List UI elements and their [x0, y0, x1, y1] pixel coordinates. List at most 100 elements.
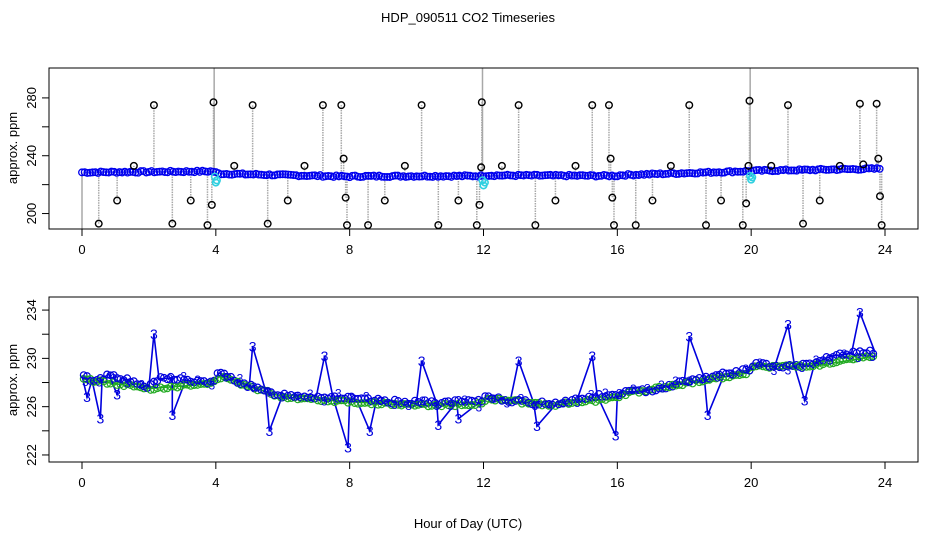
series-point: [367, 397, 376, 406]
raw-point: [531, 221, 540, 230]
bottom-x-tick-label: 12: [476, 475, 490, 490]
raw-point: [339, 154, 348, 163]
series-marker-label: 3: [293, 390, 300, 404]
baseline-point: [244, 170, 252, 179]
raw-point: [877, 221, 886, 230]
baseline-point: [185, 167, 194, 176]
baseline-point: [460, 171, 469, 180]
baseline-point: [843, 165, 852, 174]
series-marker-label: 3: [560, 397, 567, 411]
baseline-point: [498, 171, 507, 180]
spike-marker-label: 3: [784, 317, 792, 333]
bottom-y-axis-title: approx. ppm: [5, 344, 20, 416]
series-marker-label: 3: [461, 393, 468, 407]
baseline-point: [581, 171, 590, 180]
spike-marker-label: 3: [856, 304, 864, 320]
fit-point: [869, 352, 878, 361]
baseline-point: [276, 170, 285, 179]
baseline-point: [241, 170, 250, 179]
series-marker-label: 3: [518, 392, 525, 406]
baseline-point: [538, 171, 547, 180]
series-marker-label: 3: [363, 389, 370, 403]
raw-point: [341, 193, 350, 202]
baseline-point: [864, 164, 873, 173]
raw-point: [738, 221, 747, 230]
bottom-x-tick-label: 20: [744, 475, 758, 490]
series-marker-label: 3: [630, 382, 637, 396]
series-marker-label: 3: [82, 375, 89, 389]
baseline-point: [209, 167, 218, 176]
baseline-point: [219, 170, 228, 179]
spike-marker-label: 3: [704, 407, 712, 423]
raw-point: [815, 196, 824, 205]
baseline-point: [575, 171, 584, 180]
bottom-x-tick-label: 16: [610, 475, 624, 490]
baseline-point: [233, 169, 242, 178]
series-marker-label: 3: [279, 390, 286, 404]
raw-point: [472, 221, 481, 230]
baseline-point: [784, 166, 793, 175]
baseline-point: [736, 167, 745, 176]
spike-marker-label: 3: [344, 440, 352, 456]
baseline-point: [717, 168, 726, 177]
baseline-point: [650, 169, 659, 178]
series-marker-label: 3: [813, 353, 820, 367]
series-marker-label: 3: [658, 378, 665, 392]
raw-point: [477, 163, 486, 172]
raw-point: [783, 101, 792, 110]
baseline-point: [731, 167, 740, 176]
calibration-point: [748, 173, 757, 182]
raw-point: [745, 96, 754, 105]
baseline-point: [225, 170, 234, 179]
top-y-tick-label: 240: [24, 145, 39, 167]
raw-point: [855, 99, 864, 108]
baseline-point: [567, 171, 576, 180]
baseline-point: [691, 169, 699, 178]
raw-point: [648, 196, 657, 205]
baseline-point: [854, 165, 863, 174]
baseline-point: [680, 169, 689, 178]
series-marker-label: 3: [757, 356, 764, 370]
raw-point: [685, 101, 694, 110]
raw-point: [799, 219, 808, 228]
baseline-point: [281, 170, 290, 179]
baseline-point: [107, 167, 116, 176]
baseline-point: [685, 168, 694, 177]
top-plot-area: [78, 68, 886, 230]
baseline-point: [543, 171, 552, 180]
baseline-point: [361, 171, 370, 180]
baseline-point: [126, 167, 135, 176]
fit-point: [173, 383, 182, 392]
baseline-point: [752, 166, 761, 175]
baseline-point: [161, 168, 169, 177]
baseline-point: [155, 167, 164, 176]
top-x-tick-label: 4: [212, 242, 219, 257]
baseline-point: [463, 171, 472, 180]
raw-point: [874, 154, 883, 163]
baseline-point: [364, 171, 373, 180]
raw-point: [318, 101, 327, 110]
baseline-point: [586, 171, 595, 180]
spike-marker-label: 3: [588, 348, 596, 364]
figure-title: HDP_090511 CO2 Timeseries: [381, 10, 555, 25]
baseline-point: [760, 165, 769, 174]
series-point: [682, 377, 690, 386]
raw-point: [571, 161, 580, 170]
baseline-point: [541, 171, 550, 180]
top-x-tick-label: 12: [476, 242, 490, 257]
raw-point: [701, 221, 710, 230]
series-marker-label: 3: [672, 374, 679, 388]
series-marker-label: 3: [532, 399, 539, 413]
baseline-point: [658, 170, 667, 179]
baseline-point: [278, 170, 287, 179]
baseline-point: [677, 169, 686, 178]
series-point: [742, 365, 751, 374]
series-marker-label: 3: [251, 380, 258, 394]
baseline-point: [289, 171, 298, 180]
baseline-point: [790, 166, 798, 175]
series-point: [113, 374, 122, 382]
baseline-point: [442, 172, 450, 181]
baseline-point: [822, 165, 831, 174]
series-marker-label: 3: [237, 371, 244, 385]
series-marker-label: 3: [349, 391, 356, 405]
